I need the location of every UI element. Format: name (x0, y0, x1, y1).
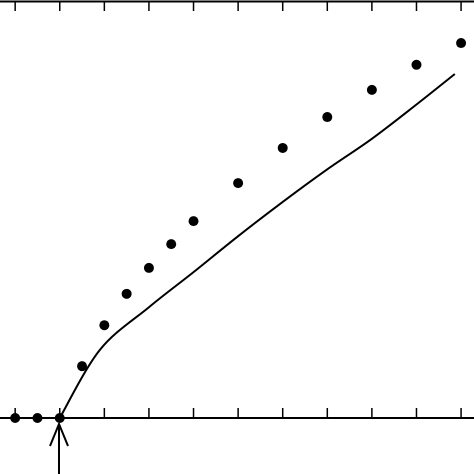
data-point (411, 59, 422, 70)
data-point (366, 84, 377, 95)
data-point (233, 178, 244, 189)
data-point (10, 412, 21, 423)
data-point (99, 320, 110, 331)
data-point (166, 239, 177, 250)
data-point (121, 288, 132, 299)
data-point (188, 216, 199, 227)
data-point (77, 361, 88, 372)
data-point (277, 142, 288, 153)
data-point (322, 112, 333, 123)
arrow (49, 421, 69, 474)
data-point (456, 38, 467, 49)
fit-curve (58, 73, 456, 419)
data-point (143, 262, 154, 273)
data-point (32, 412, 43, 423)
